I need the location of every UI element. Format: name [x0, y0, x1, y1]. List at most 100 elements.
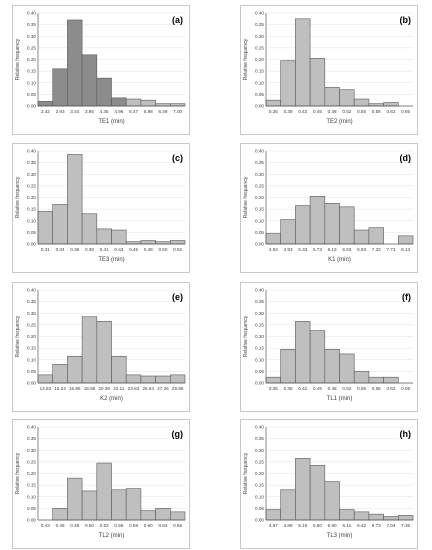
histogram-bar: [67, 19, 83, 107]
histogram-bar: [81, 490, 98, 521]
histogram-bar: [111, 489, 127, 521]
x-tick-label: 0.34: [56, 247, 65, 252]
histogram-bar: [280, 489, 296, 521]
y-tick-label: 0.00: [255, 104, 264, 109]
histogram-bar: [37, 211, 53, 245]
y-tick-label: 0.15: [255, 207, 264, 212]
x-tick-label: 28.98: [172, 386, 184, 391]
x-tick-label: 0.35: [269, 109, 278, 114]
y-tick-label: 0.40: [255, 425, 264, 430]
x-tick-label: 0.60: [144, 523, 153, 528]
y-tick-label: 0.40: [27, 425, 36, 430]
histogram-bar: [125, 488, 142, 521]
panel-tag-label: (c): [172, 153, 183, 163]
histogram-svg: 0.00 0.05 0.10 0.15 0.20 0.25 0.30 0.35 0.40 2.42…: [15, 11, 186, 125]
y-tick-label: 0.30: [255, 448, 264, 453]
panel-tag-label: (e): [172, 292, 183, 302]
x-tick-label: 4.96: [114, 109, 123, 114]
y-axis-title: Relative frequency: [243, 452, 249, 494]
histogram-bar: [280, 60, 296, 107]
histogram-bar: [81, 316, 98, 384]
y-tick-label: 0.10: [27, 357, 36, 362]
x-tick-label: 0.48: [70, 523, 79, 528]
x-tick-label: 6.93: [357, 247, 366, 252]
histogram-bar: [368, 227, 384, 245]
x-tick-label: 4.53: [269, 247, 278, 252]
y-axis-title: Relative frequency: [243, 176, 249, 218]
histogram-bar: [140, 510, 156, 521]
x-tick-label: 3.44: [70, 109, 79, 114]
y-tick-label: 0.25: [27, 45, 36, 50]
y-tick-label: 0.30: [255, 172, 264, 177]
histogram-bar: [280, 348, 296, 384]
histogram-bar: [324, 481, 340, 521]
histogram-bar: [295, 205, 311, 245]
histogram-bar: [353, 371, 370, 384]
histogram-svg: 0.00 0.05 0.10 0.15 0.20 0.25 0.30 0.35 0.40 0.35…: [243, 288, 413, 402]
histogram-bar: [125, 374, 142, 384]
x-tick-label: 5.47: [129, 109, 138, 114]
x-axis-title: TE3 (min): [98, 257, 124, 263]
y-tick-label: 0.05: [255, 506, 264, 511]
y-tick-label: 0.20: [255, 195, 264, 200]
x-tick-label: 7.33: [372, 247, 381, 252]
x-tick-label: 18.68: [84, 386, 96, 391]
x-axis-title: TL1 (min): [327, 396, 353, 402]
histogram-svg: 0.00 0.05 0.10 0.15 0.20 0.25 0.30 0.35 0.40 13.5…: [15, 288, 186, 402]
y-tick-label: 0.20: [27, 57, 36, 62]
histogram-bar: [52, 364, 68, 384]
y-tick-label: 0.10: [255, 80, 264, 85]
histogram-bar: [295, 458, 311, 521]
x-tick-label: 0.41: [100, 247, 109, 252]
y-tick-label: 0.35: [255, 299, 264, 304]
y-tick-label: 0.20: [255, 57, 264, 62]
y-tick-label: 0.00: [27, 104, 36, 109]
histogram-bar: [309, 58, 326, 107]
histogram-bar: [125, 98, 142, 107]
x-tick-label: 0.50: [85, 523, 94, 528]
x-tick-label: 7.73: [386, 247, 395, 252]
histogram-bar: [265, 99, 281, 107]
histogram-panel: 0.00 0.05 0.10 0.15 0.20 0.25 0.30 0.35 0.40 0.35…: [240, 282, 418, 412]
x-tick-label: 0.43: [41, 523, 50, 528]
y-tick-label: 0.35: [27, 22, 36, 27]
y-tick-label: 0.05: [27, 506, 36, 511]
histogram-svg: 0.00 0.05 0.10 0.15 0.20 0.25 0.30 0.35 0.40 4.53…: [243, 149, 414, 263]
x-tick-label: 5.73: [313, 247, 322, 252]
y-tick-label: 0.25: [255, 183, 264, 188]
histogram-bar: [383, 516, 399, 521]
y-tick-label: 0.20: [255, 471, 264, 476]
histogram-svg: 0.00 0.05 0.10 0.15 0.20 0.25 0.30 0.35 0.40 0.31…: [15, 149, 186, 263]
y-tick-label: 0.05: [255, 92, 264, 97]
histogram-bar: [309, 465, 326, 521]
y-tick-label: 0.05: [255, 369, 264, 374]
x-tick-label: 25.54: [143, 386, 155, 391]
y-tick-label: 0.25: [255, 45, 264, 50]
histogram-bar: [111, 229, 127, 245]
x-tick-label: 0.38: [284, 386, 293, 391]
y-tick-label: 0.35: [27, 160, 36, 165]
x-tick-label: 0.63: [158, 523, 167, 528]
histogram-bar: [111, 355, 127, 384]
x-tick-label: 0.43: [114, 247, 123, 252]
y-tick-label: 0.35: [255, 22, 264, 27]
histogram-bar: [383, 102, 399, 107]
y-tick-label: 0.15: [27, 69, 36, 74]
histogram-panel: 0.00 0.05 0.10 0.15 0.20 0.25 0.30 0.35 0.40 0.35…: [240, 5, 418, 135]
x-tick-label: 0.50: [158, 247, 167, 252]
y-tick-label: 0.35: [255, 160, 264, 165]
histogram-panel: 0.00 0.05 0.10 0.15 0.20 0.25 0.30 0.35 0.40 13.5…: [12, 282, 190, 412]
x-tick-label: 0.42: [298, 109, 307, 114]
histogram-bar: [170, 374, 186, 384]
y-tick-label: 0.20: [27, 334, 36, 339]
x-tick-label: 22.11: [113, 386, 125, 391]
histogram-bar: [111, 97, 127, 107]
x-tick-label: 7.04: [386, 523, 395, 528]
y-tick-label: 0.30: [27, 34, 36, 39]
y-tick-label: 0.15: [255, 346, 264, 351]
histogram-bar: [140, 375, 156, 384]
x-tick-label: 0.52: [342, 386, 351, 391]
y-tick-label: 0.20: [27, 471, 36, 476]
x-tick-label: 0.65: [401, 109, 410, 114]
x-tick-label: 7.00: [173, 109, 182, 114]
